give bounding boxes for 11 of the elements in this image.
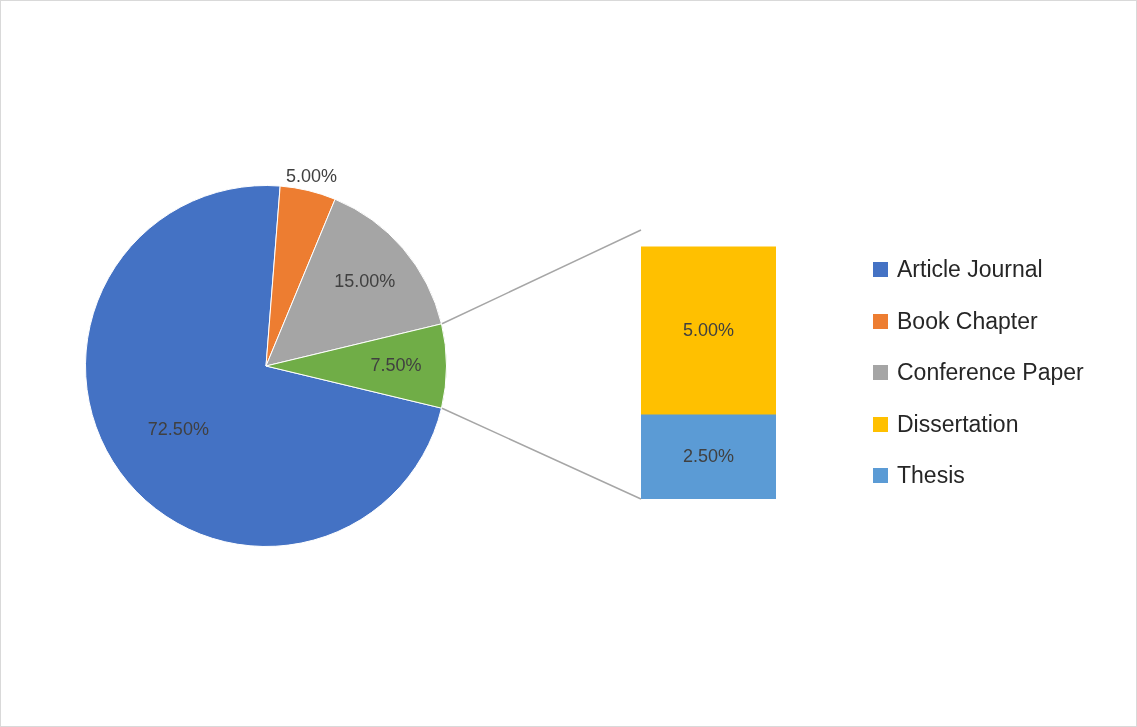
data-label: 72.50%	[147, 418, 209, 439]
data-label: 2.50%	[682, 445, 735, 466]
data-label: 7.50%	[370, 354, 422, 375]
legend-label: Conference Paper	[897, 359, 1084, 387]
legend-label: Thesis	[897, 462, 965, 490]
legend-label: Dissertation	[897, 410, 1019, 438]
data-label: 5.00%	[285, 165, 337, 186]
data-label: 5.00%	[682, 319, 735, 340]
data-label: 15.00%	[334, 270, 396, 291]
legend-label: Article Journal	[897, 256, 1043, 284]
legend-label: Book Chapter	[897, 307, 1038, 335]
